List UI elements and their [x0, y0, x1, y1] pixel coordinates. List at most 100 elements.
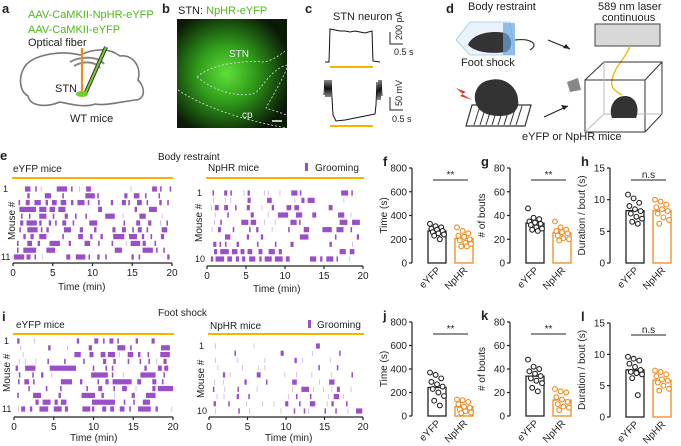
grooming-bout	[39, 220, 42, 226]
data-point	[454, 396, 460, 403]
x-tick-label: 10	[279, 271, 291, 282]
grooming-bout	[349, 249, 355, 255]
grooming-bout	[229, 372, 231, 378]
panel-i: i Foot shock eYFP mice NpHR mice Groomin…	[2, 308, 369, 444]
data-point	[626, 203, 633, 209]
grooming-bout	[299, 234, 309, 240]
grooming-bout	[336, 386, 340, 392]
grooming-bout	[273, 401, 275, 407]
grooming-bout	[107, 352, 115, 358]
grooming-bout	[336, 256, 339, 262]
x-tick-label: 0	[11, 422, 17, 433]
grooming-bout	[111, 365, 114, 371]
grooming-bout	[117, 345, 126, 351]
grooming-bout	[249, 256, 256, 262]
grooming-bout	[214, 249, 218, 255]
group-label-nphr: NpHR mice	[208, 163, 260, 174]
data-point	[466, 404, 473, 411]
grooming-bout	[326, 401, 328, 407]
grooming-bout	[28, 386, 30, 392]
x-tick-label: 10	[87, 268, 99, 279]
grooming-bout	[85, 213, 87, 219]
grooming-bout	[274, 219, 276, 225]
grooming-bout	[292, 386, 293, 392]
data-point	[656, 387, 663, 394]
virus-label-eyfp: AAV-CaMKII-eYFP	[28, 24, 120, 36]
grooming-bout	[256, 386, 258, 392]
grooming-bout	[224, 197, 226, 203]
grooming-bout	[157, 365, 162, 371]
data-point	[533, 377, 540, 384]
data-point	[529, 226, 536, 233]
grooming-bout	[124, 193, 128, 199]
grooming-bout	[247, 249, 253, 255]
grooming-bout	[219, 241, 222, 247]
grooming-bout	[62, 220, 67, 226]
x-tick-label: eYFP	[418, 418, 444, 444]
grooming-bout	[60, 200, 67, 206]
grooming-bout	[142, 240, 146, 246]
grooming-bout	[241, 219, 249, 225]
data-point	[552, 386, 558, 392]
grooming-bout	[333, 393, 340, 400]
grooming-bout	[224, 241, 227, 247]
row-label-first: 1	[4, 336, 9, 346]
grooming-bout	[34, 254, 37, 260]
grooming-bout	[77, 200, 85, 206]
grooming-bout	[215, 408, 216, 414]
grooming-bout	[346, 401, 348, 407]
data-point	[468, 409, 474, 416]
data-point	[428, 378, 435, 385]
grooming-bout	[158, 193, 161, 199]
x-tick-label: NpHR	[541, 265, 568, 292]
grooming-bout	[274, 241, 277, 247]
grooming-bout	[215, 343, 216, 349]
grooming-bout	[243, 190, 245, 196]
laser-box-icon	[594, 23, 661, 47]
grooming-bout	[17, 338, 20, 344]
grooming-bout	[130, 240, 141, 246]
grooming-bout	[25, 200, 30, 206]
grooming-bout	[249, 408, 250, 414]
grooming-bout	[256, 227, 259, 233]
grooming-bout	[237, 357, 239, 364]
grooming-bout	[137, 200, 142, 206]
grooming-bout	[237, 386, 240, 392]
condition-title: Foot shock	[158, 308, 208, 319]
grooming-bout	[71, 186, 73, 192]
grooming-bout	[86, 186, 91, 192]
row-label-first: 1	[3, 184, 8, 194]
grooming-bout	[161, 345, 170, 351]
grooming-bout	[111, 240, 114, 246]
data-point	[553, 227, 560, 234]
grooming-bout	[84, 240, 91, 246]
grooming-bout	[41, 372, 44, 378]
grooming-bout	[83, 358, 85, 364]
grooming-bout	[141, 234, 145, 240]
grooming-bout	[242, 365, 243, 371]
grooming-bout	[39, 206, 47, 212]
raster-e-nphr: 1 10 0 5 10 15 20	[195, 177, 369, 282]
x-tick-label: 5	[243, 271, 249, 282]
panel-label: b	[162, 1, 170, 16]
grooming-bout	[86, 386, 88, 392]
grooming-bout	[260, 234, 264, 240]
data-point	[636, 357, 643, 364]
grooming-bout	[79, 227, 83, 233]
data-point	[629, 375, 636, 382]
grooming-bout	[97, 193, 99, 199]
data-point	[627, 210, 634, 217]
grooming-bout	[152, 386, 156, 392]
groups-label: eYFP or NpHR mice	[522, 131, 621, 143]
grooming-bout	[338, 212, 345, 218]
grooming-bout	[130, 186, 132, 192]
data-point	[527, 375, 534, 382]
grooming-bout	[278, 249, 282, 255]
grooming-bout	[230, 190, 232, 196]
data-point	[537, 220, 544, 227]
grooming-bout	[144, 365, 147, 371]
grooming-bout	[111, 372, 114, 378]
x-axis-label: Time (min)	[253, 284, 300, 295]
scale-bar-current	[389, 32, 403, 45]
grooming-bout	[79, 379, 83, 385]
